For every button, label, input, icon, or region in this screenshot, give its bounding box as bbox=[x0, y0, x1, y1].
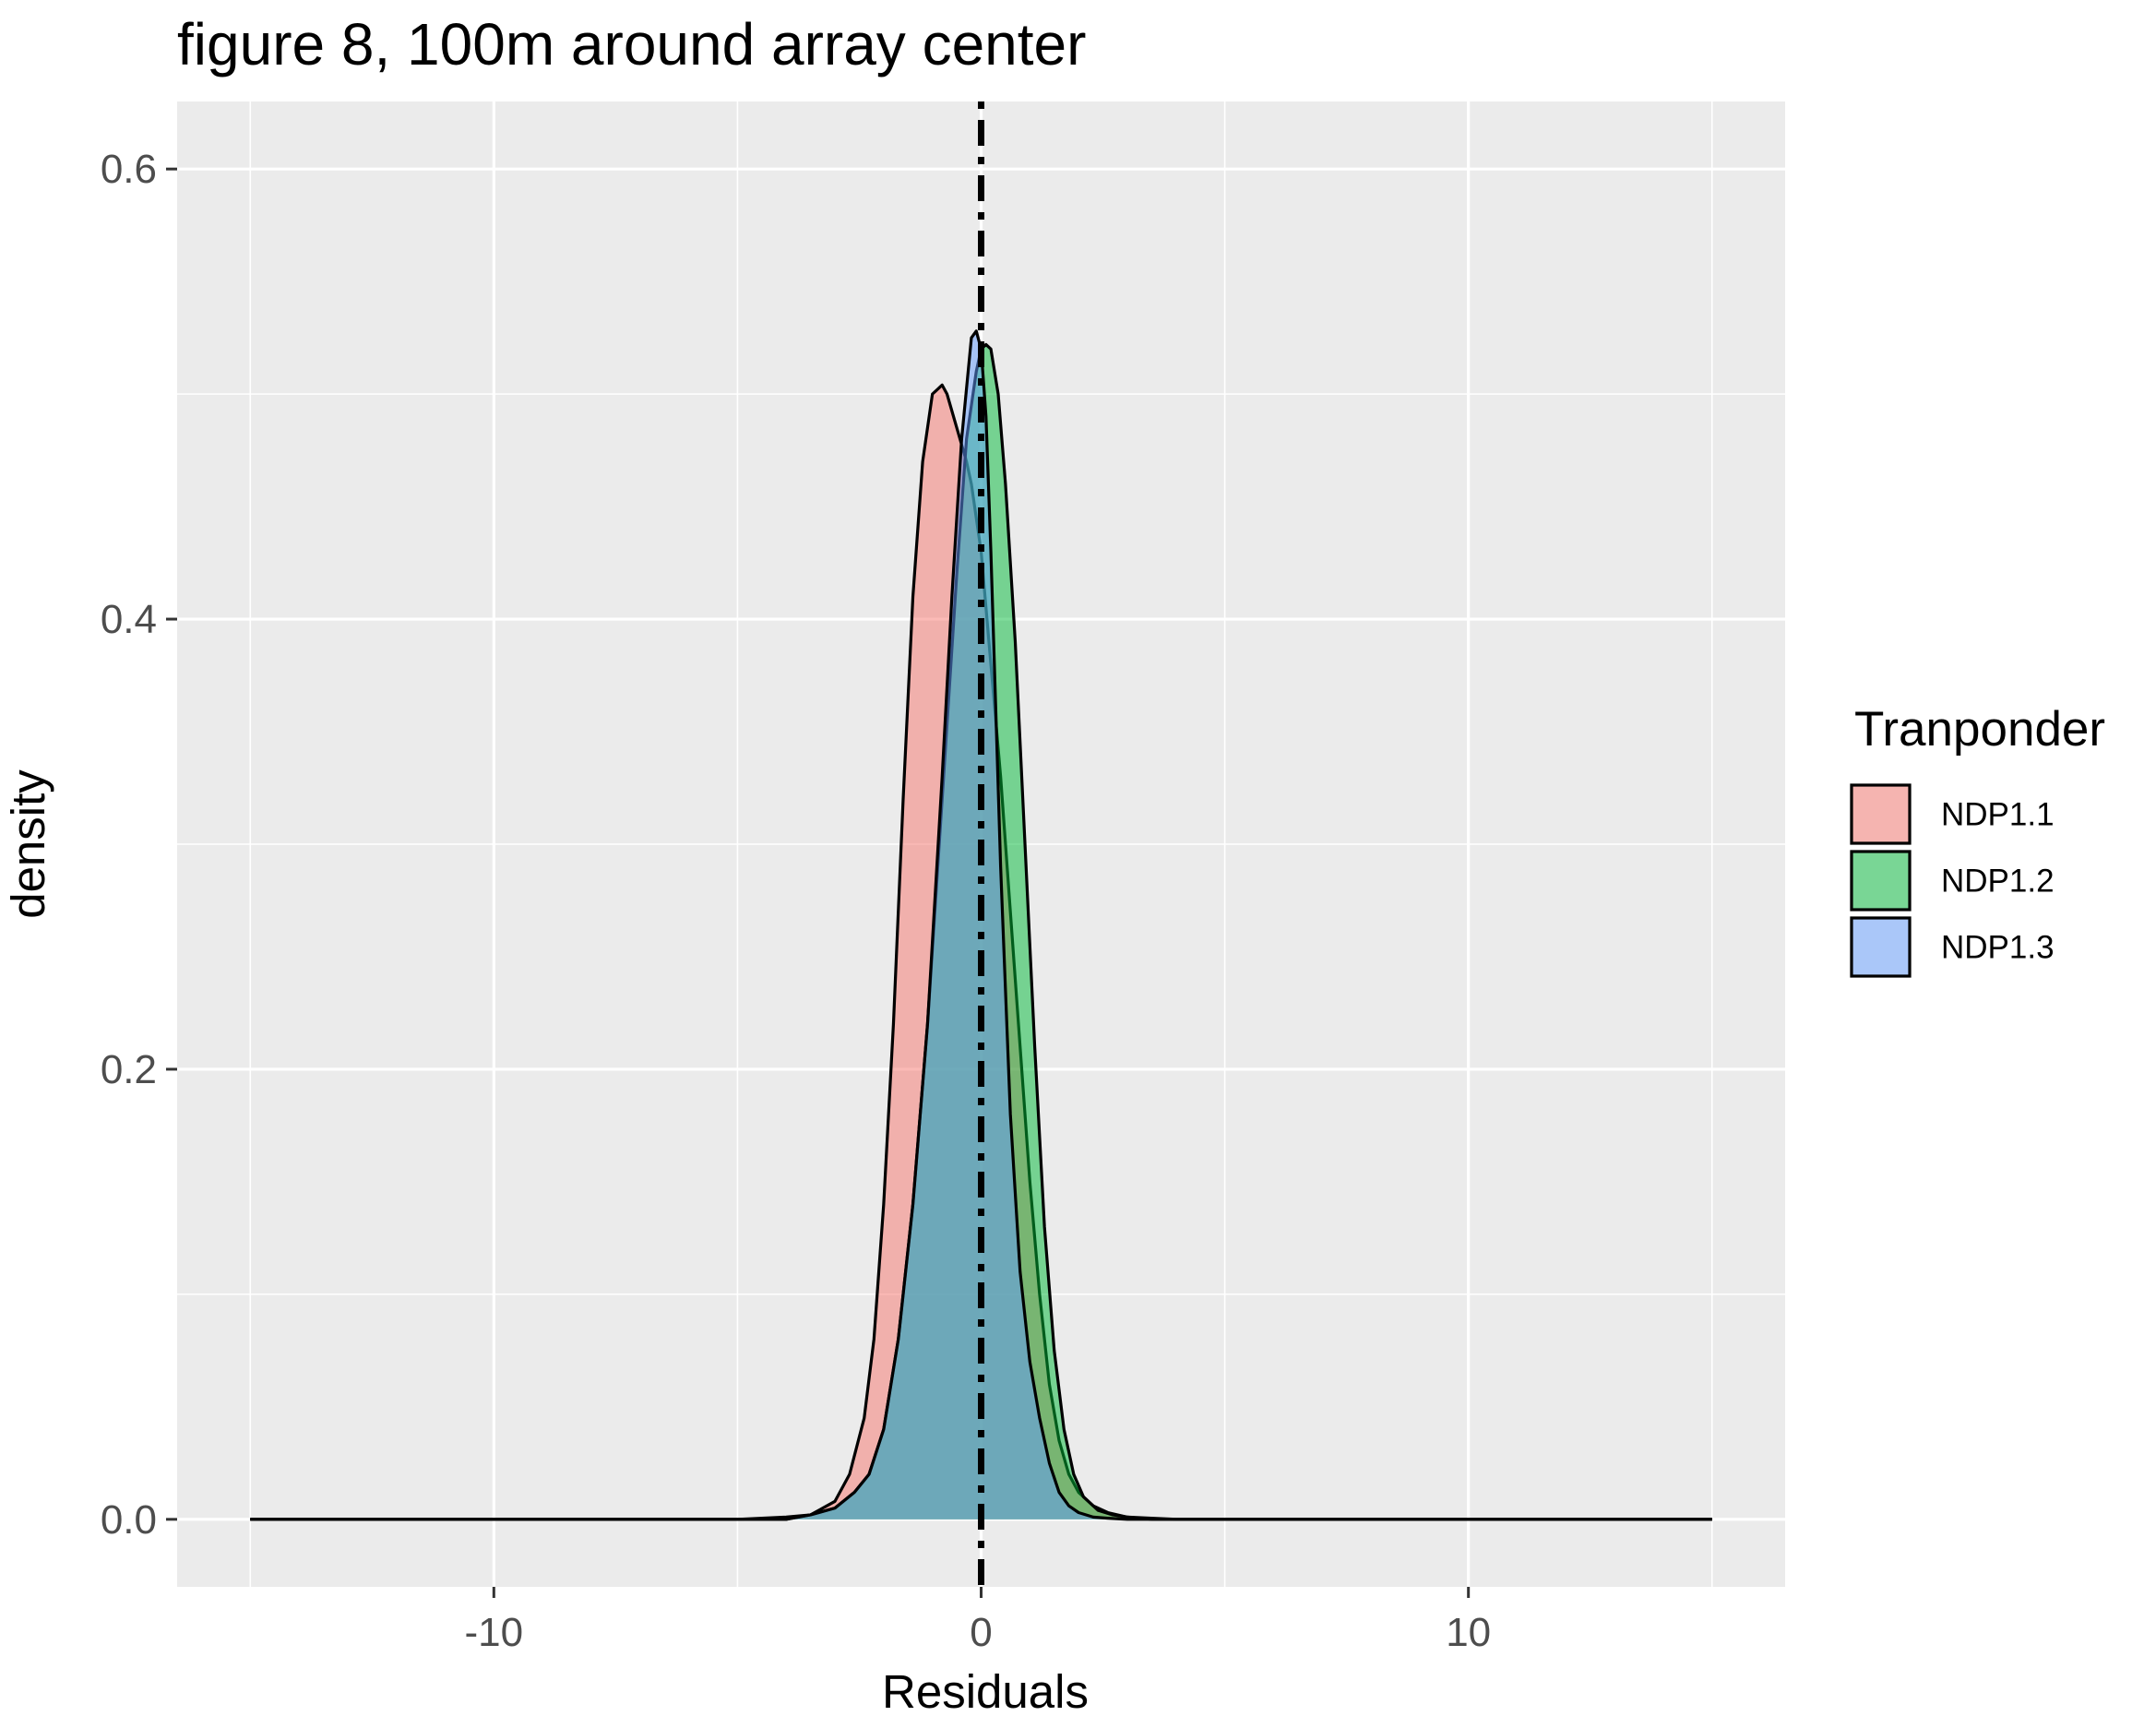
legend-label-ndp1-3: NDP1.3 bbox=[1941, 930, 2055, 966]
chart-title: figure 8, 100m around array center bbox=[177, 11, 1086, 77]
x-axis-title: Residuals bbox=[882, 1665, 1089, 1718]
legend-title: Tranponder bbox=[1854, 702, 2105, 757]
legend-key-ndp1-1 bbox=[1850, 783, 1912, 845]
y-tick-label: 0.0 bbox=[101, 1497, 157, 1543]
y-tick-label: 0.2 bbox=[101, 1047, 157, 1092]
axes: -10 0 10 0.0 0.2 0.4 0.6 bbox=[101, 147, 1491, 1655]
y-axis-title: density bbox=[2, 769, 54, 919]
x-tick-label: -10 bbox=[465, 1610, 524, 1655]
legend-label-ndp1-1: NDP1.1 bbox=[1941, 797, 2055, 833]
legend-key-ndp1-2 bbox=[1850, 850, 1912, 912]
y-tick-label: 0.4 bbox=[101, 597, 157, 642]
legend-key-ndp1-3 bbox=[1850, 916, 1912, 978]
x-tick-label: 10 bbox=[1446, 1610, 1491, 1655]
x-tick-label: 0 bbox=[970, 1610, 992, 1655]
density-area-ndp1-3 bbox=[250, 330, 1712, 1519]
legend: Tranponder NDP1.1 NDP1.2 NDP1.3 bbox=[1850, 702, 2105, 978]
y-tick-label: 0.6 bbox=[101, 147, 157, 192]
legend-label-ndp1-2: NDP1.2 bbox=[1941, 864, 2055, 900]
